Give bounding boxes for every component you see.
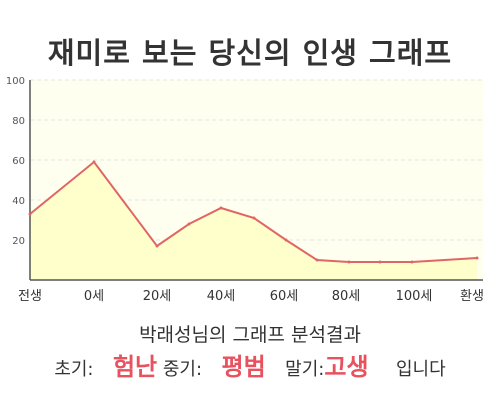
x-tick-label: 100세 [396, 289, 433, 304]
life-graph-chart: 20 40 60 80 100 전생 0세 20세 40세 60세 80세 100세 환생 [6, 76, 484, 304]
x-tick-label: 60세 [270, 289, 299, 304]
data-point [28, 212, 32, 216]
y-tick-label: 20 [12, 236, 25, 247]
y-tick-label: 40 [12, 196, 25, 207]
data-point [252, 216, 256, 220]
data-point [410, 260, 414, 264]
life-area [30, 162, 477, 280]
x-axis-ticks: 전생 0세 20세 40세 60세 80세 100세 환생 [18, 289, 484, 304]
data-point [475, 256, 479, 260]
late-label: 말기: [285, 359, 325, 380]
result-suffix: 입니다 [396, 359, 446, 380]
data-point [284, 238, 288, 242]
y-axis-ticks: 20 40 60 80 100 [6, 76, 25, 247]
x-tick-label: 40세 [207, 289, 236, 304]
x-tick-label: 20세 [143, 289, 172, 304]
life-line [29, 160, 478, 263]
y-tick-label: 80 [12, 116, 25, 127]
data-point [187, 222, 191, 226]
x-tick-label: 환생 [460, 289, 484, 304]
data-points [28, 160, 479, 264]
x-tick-label: 0세 [84, 289, 104, 304]
data-point [92, 160, 96, 164]
data-point [155, 244, 159, 248]
analysis-result: 초기: 험난 중기: 평범 말기:고생 입니다 [0, 347, 500, 382]
late-value: 고생 [324, 353, 369, 381]
middle-label: 중기: [162, 359, 203, 380]
x-tick-label: 80세 [332, 289, 361, 304]
y-tick-label: 100 [6, 76, 25, 87]
data-point [219, 206, 223, 210]
y-tick-label: 60 [12, 156, 25, 167]
x-tick-label: 전생 [18, 289, 42, 304]
early-value: 험난 [112, 353, 158, 381]
data-point [378, 260, 382, 264]
middle-value: 평범 [221, 353, 266, 381]
analysis-title: 박래성님의 그래프 분석결과 [139, 324, 361, 346]
data-point [315, 258, 319, 262]
page-title: 재미로 보는 당신의 인생 그래프 [47, 36, 453, 70]
data-point [347, 260, 351, 264]
early-label: 초기: [54, 359, 94, 380]
